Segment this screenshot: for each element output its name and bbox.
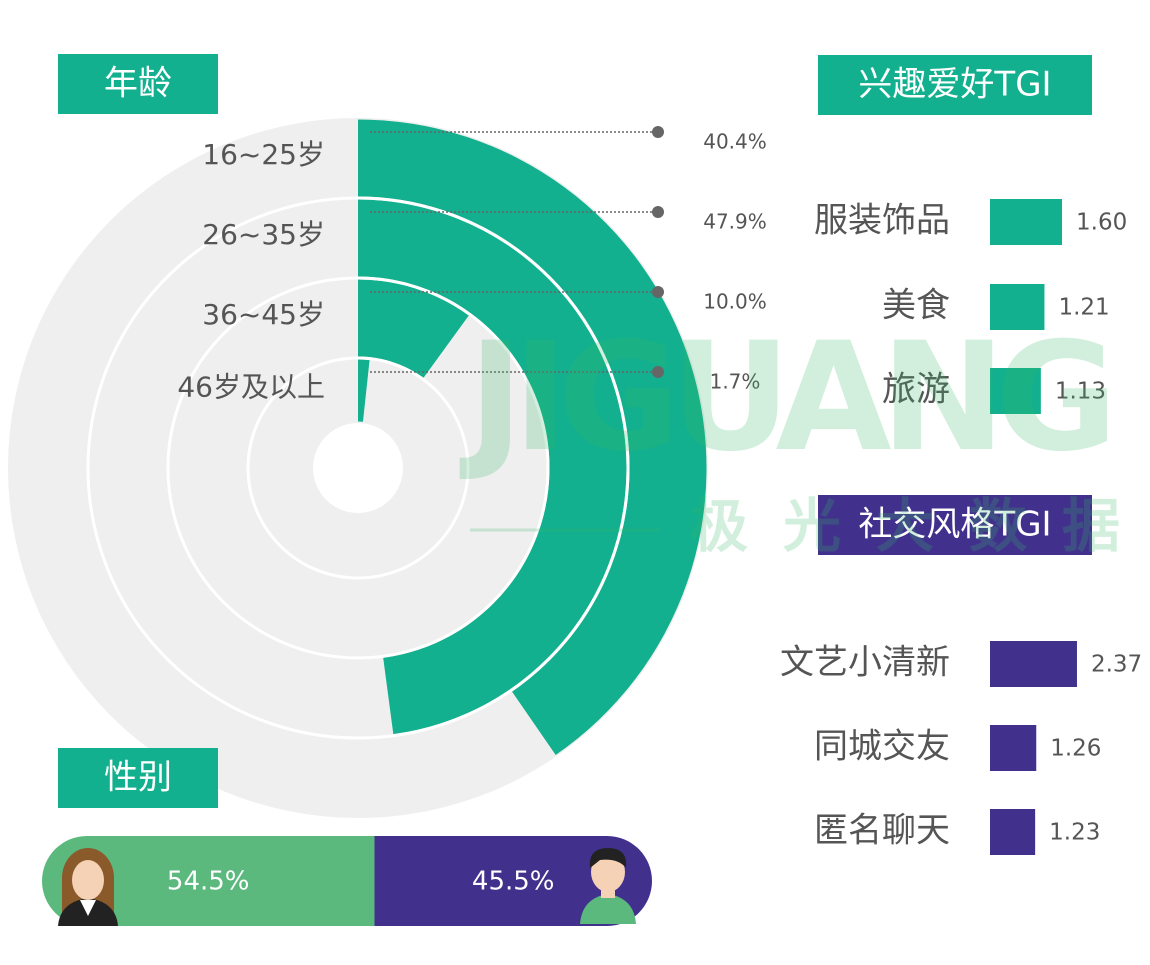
section-header: 性别 [104, 758, 172, 798]
value-label: 10.0% [703, 290, 767, 314]
value-label: 1.26 [1050, 736, 1101, 762]
value-label: 40.4% [703, 130, 767, 154]
value-label: 2.37 [1091, 652, 1142, 678]
section-header-box [818, 495, 1092, 555]
leader-dot [652, 286, 664, 298]
section-header-box [58, 54, 218, 114]
radial-bar [358, 119, 707, 756]
category-label: 同城交友 [814, 727, 950, 767]
center-hole [313, 423, 403, 513]
bar [990, 199, 1062, 245]
leader-dot [652, 126, 664, 138]
value-label: 45.5% [472, 867, 555, 897]
category-label: 美食 [882, 286, 950, 326]
value-label: 1.7% [710, 370, 761, 394]
section-header: 社交风格TGI [858, 505, 1051, 545]
leader-dot [652, 206, 664, 218]
value-label: 1.23 [1049, 820, 1100, 846]
ring-separator [86, 196, 630, 740]
value-label: 1.60 [1076, 210, 1127, 236]
category-label: 匿名聊天 [814, 811, 950, 851]
bar [990, 284, 1045, 330]
section-header: 兴趣爱好TGI [858, 65, 1051, 105]
ring-separator [246, 356, 470, 580]
section-header-box [818, 55, 1092, 115]
value-label: 1.13 [1055, 379, 1106, 405]
bar [990, 809, 1036, 855]
radial-bar [358, 279, 469, 378]
bar [990, 641, 1077, 687]
value-label: 1.21 [1058, 295, 1109, 321]
section-header: 年龄 [104, 64, 172, 104]
value-label: 47.9% [703, 210, 767, 234]
bar [990, 368, 1041, 414]
section-header-box [58, 748, 218, 808]
category-label: 文艺小清新 [780, 643, 950, 683]
charts: 16~25岁 40.4% 26~35岁 47.9% 36~45岁 10.0% 46岁及以上 1… [8, 54, 1142, 926]
category-label: 36~45岁 [202, 298, 325, 331]
category-label: 服装饰品 [814, 201, 950, 241]
ring-separator [166, 276, 550, 660]
category-label: 26~35岁 [202, 218, 325, 251]
radial-bar [358, 199, 627, 735]
value-label: 54.5% [167, 867, 250, 897]
radial-bar [358, 359, 370, 422]
category-label: 46岁及以上 [177, 371, 325, 404]
category-label: 旅游 [882, 370, 950, 410]
bar [990, 725, 1037, 771]
male-avatar [580, 848, 636, 924]
leader-dot [652, 366, 664, 378]
female-avatar [58, 848, 118, 926]
category-label: 16~25岁 [202, 138, 325, 171]
